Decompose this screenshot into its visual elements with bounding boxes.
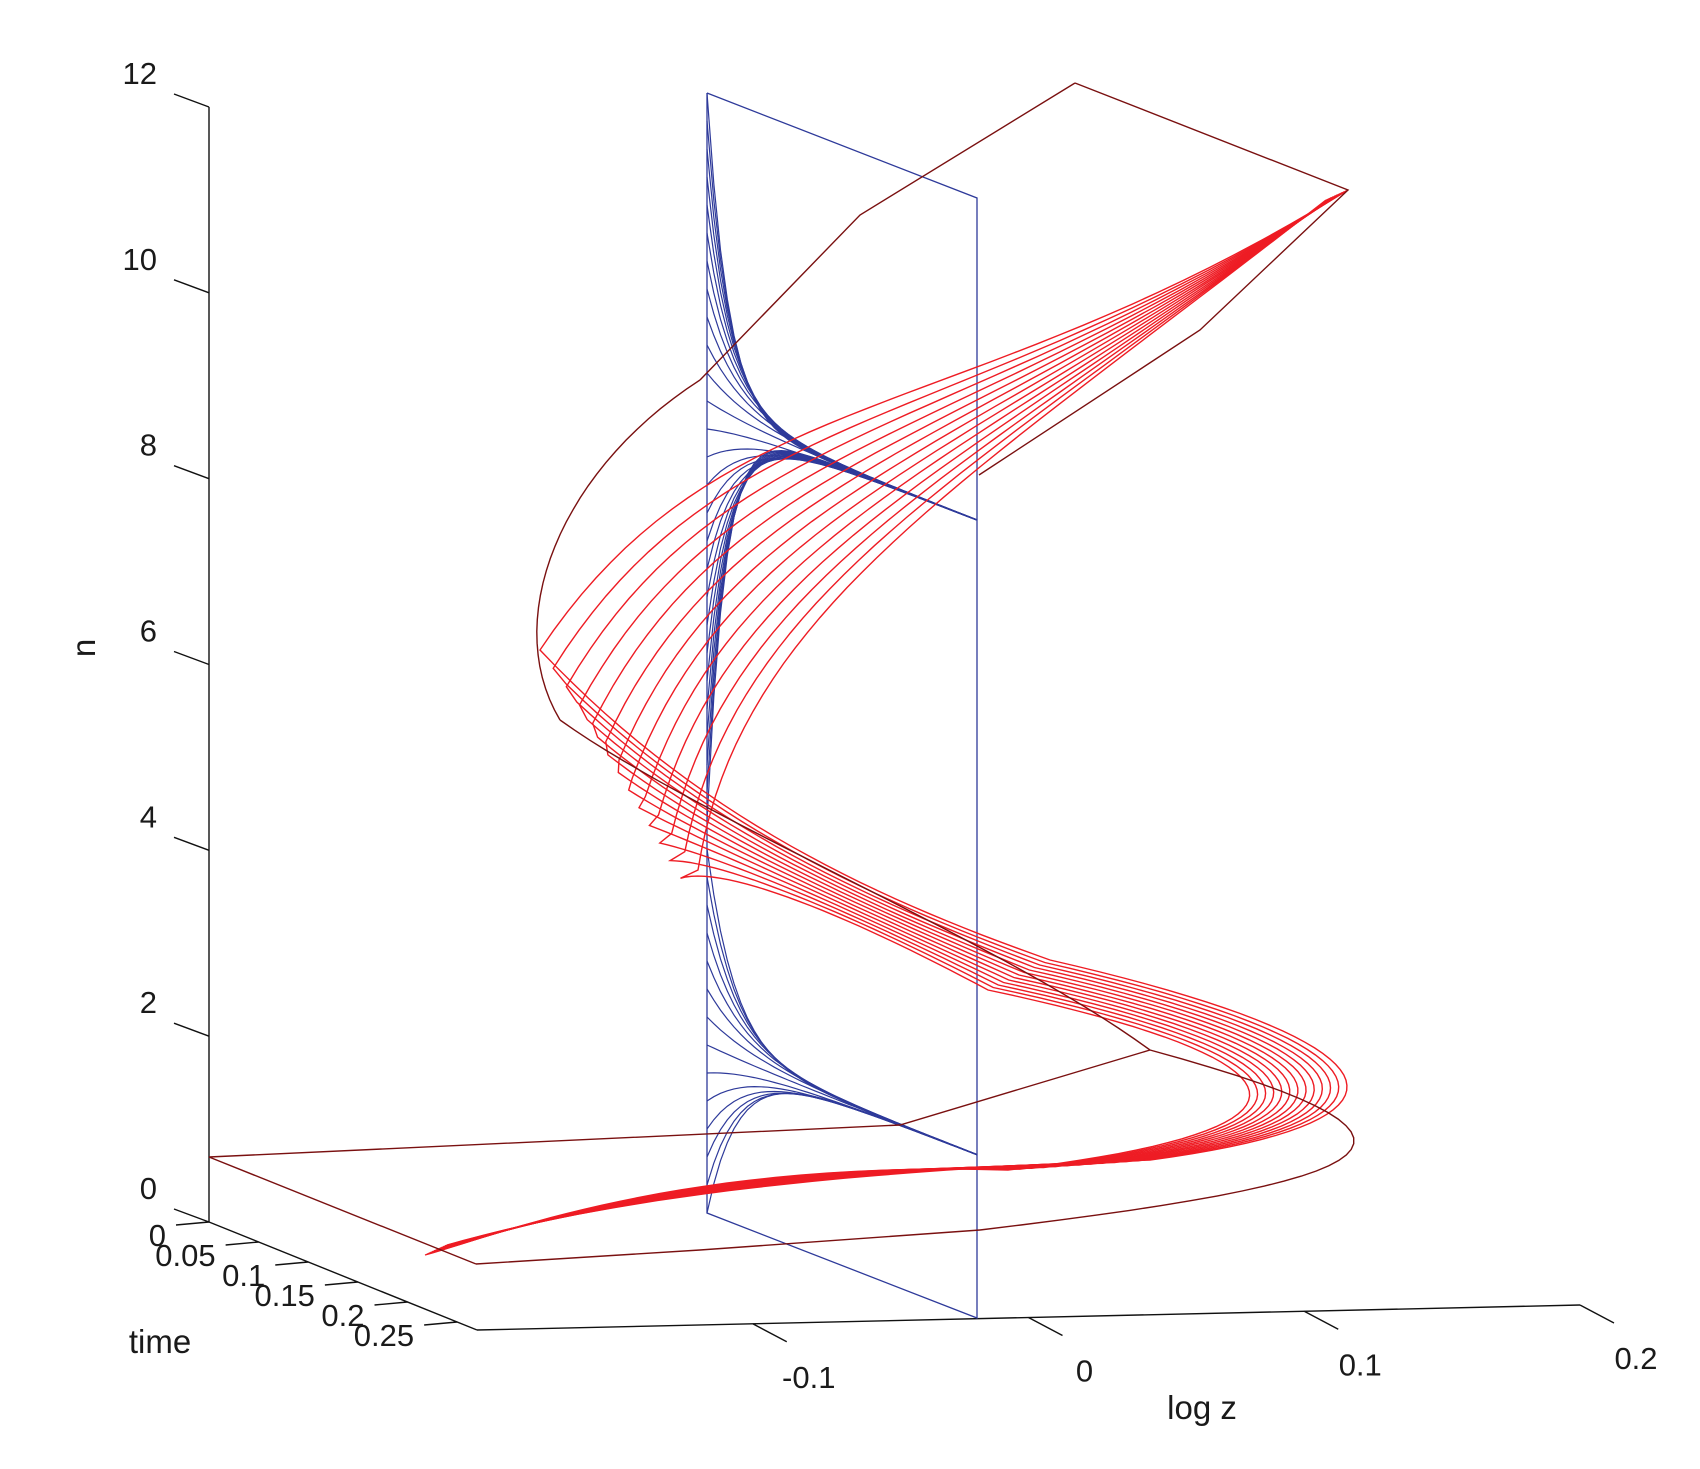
- time-tick-mark: [424, 1321, 458, 1326]
- red-curve: [437, 193, 1340, 1250]
- red-curve: [428, 197, 1331, 1254]
- time-tick-mark: [324, 1281, 358, 1286]
- blue-curve: [706, 960, 978, 1156]
- time-axis-label: time: [129, 1323, 191, 1360]
- n-tick-label: 4: [140, 799, 157, 834]
- red-curve: [446, 189, 1349, 1246]
- blue-curve: [706, 92, 978, 521]
- red-curve: [439, 192, 1342, 1249]
- axes: [173, 93, 1615, 1343]
- blue-curve: [706, 344, 978, 521]
- n-tick-mark: [173, 465, 210, 480]
- time-tick-mark: [175, 1221, 210, 1226]
- logz-tick-mark: [1303, 1310, 1339, 1330]
- logz-axis-label: log z: [1167, 1389, 1237, 1426]
- blue-plane-curves: [706, 92, 978, 1319]
- red-curve: [441, 191, 1343, 1249]
- time-tick-label: 0.05: [155, 1238, 215, 1273]
- red-surface-curves: [424, 189, 1349, 1256]
- n-axis-label: n: [65, 639, 102, 657]
- n-tick-label: 12: [123, 56, 157, 91]
- blue-curve: [706, 1092, 978, 1158]
- time-tick-label: 0.1: [222, 1258, 265, 1293]
- surface-base-side: [208, 1156, 477, 1265]
- blue-curve: [706, 1016, 978, 1156]
- logz-tick-label: 0.2: [1614, 1341, 1657, 1376]
- red-curve: [424, 199, 1327, 1256]
- blue-curve: [706, 1085, 978, 1156]
- surface-base-edge: [208, 1049, 1151, 1158]
- red-curve: [430, 196, 1332, 1254]
- surface-frame: [208, 82, 1355, 1265]
- n-tick-label: 2: [140, 985, 157, 1020]
- logz-tick-label: 0: [1076, 1354, 1093, 1389]
- red-curve: [445, 190, 1347, 1247]
- red-curve: [443, 191, 1345, 1248]
- blue-curve: [706, 204, 978, 521]
- blue-curve: [706, 454, 978, 682]
- n-tick-mark: [173, 1022, 210, 1037]
- blue-curve: [706, 120, 978, 521]
- surface-bottom-edge: [475, 1229, 981, 1265]
- surface-right-bulge: [979, 1049, 1355, 1231]
- n-tick-label: 10: [123, 242, 157, 277]
- blue-curve: [706, 448, 978, 521]
- red-curve: [434, 195, 1336, 1252]
- time-tick-label: 0.25: [354, 1318, 414, 1353]
- n-tick-mark: [173, 279, 210, 294]
- blue-curve: [706, 932, 978, 1156]
- blue-curve: [706, 1092, 978, 1214]
- logz-tick-label: -0.1: [782, 1360, 835, 1395]
- logz-tick-mark: [1579, 1304, 1615, 1324]
- logz-tick-label: 0.1: [1339, 1347, 1382, 1382]
- red-curve: [435, 194, 1338, 1251]
- surface-left-top-edge: [699, 82, 1076, 381]
- blue-curve: [706, 449, 978, 822]
- surface-mid-edge: [559, 719, 1151, 1051]
- time-tick-mark: [225, 1241, 259, 1246]
- n-tick-mark: [173, 650, 210, 666]
- n-tick-label: 6: [140, 614, 157, 649]
- time-tick-mark: [275, 1261, 309, 1266]
- time-tick-label: 0.15: [255, 1278, 315, 1313]
- time-tick-mark: [374, 1301, 408, 1306]
- n-tick-label: 8: [140, 428, 157, 463]
- surface-left-bulge: [536, 379, 701, 721]
- n-tick-label: 0: [140, 1171, 157, 1206]
- n-tick-mark: [173, 93, 210, 108]
- blue-curve: [706, 988, 978, 1156]
- axis-labels: n time log z 02468101200.050.10.150.20.2…: [65, 56, 1658, 1426]
- blue-curve: [706, 848, 978, 1156]
- red-curve: [432, 196, 1334, 1253]
- time-axis-line: [208, 1221, 478, 1331]
- time-tick-label: 0: [149, 1218, 166, 1253]
- logz-tick-mark: [1028, 1316, 1063, 1337]
- n-tick-mark: [173, 836, 210, 851]
- red-curve: [426, 198, 1329, 1255]
- n-tick-mark: [173, 1208, 210, 1223]
- blue-plane-outline: [706, 92, 978, 1319]
- time-tick-label: 0.2: [321, 1298, 364, 1333]
- logz-tick-mark: [752, 1323, 788, 1343]
- surface-top-edge: [978, 82, 1350, 476]
